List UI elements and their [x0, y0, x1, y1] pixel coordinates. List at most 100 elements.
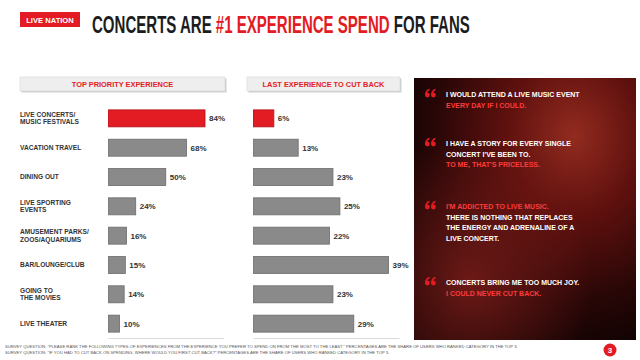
data-label: 25% [344, 202, 360, 211]
bar [108, 227, 126, 244]
data-label: 24% [140, 202, 156, 211]
bar [253, 256, 389, 273]
y-tick: BAR/LOUNGE/CLUB [20, 261, 85, 268]
label-line: LIVE THEATER [20, 320, 67, 327]
label-line: DINING OUT [20, 173, 59, 180]
title-part: FOR FANS [390, 11, 470, 37]
chart: TOP PRIORITY EXPERIENCE84%68%50%24%16%15… [20, 77, 227, 339]
bar [108, 139, 187, 156]
chart-title: TOP PRIORITY EXPERIENCE [72, 80, 174, 89]
quote-icon-tail [425, 138, 430, 144]
quote-line: I WOULD ATTEND A LIVE MUSIC EVENT [446, 91, 580, 98]
background [0, 0, 640, 360]
y-tick: LIVE THEATER [20, 320, 67, 327]
bar [253, 198, 340, 215]
bar [253, 110, 274, 127]
header-box [20, 77, 225, 91]
data-label: 15% [129, 261, 145, 270]
data-label: 29% [358, 320, 374, 329]
quote-icon-tail [425, 277, 430, 283]
quote-icon-tail [431, 277, 436, 283]
title-part: #1 EXPERIENCE SPEND [216, 11, 390, 37]
label-line: EVENTS [20, 206, 47, 213]
quote-panel: I WOULD ATTEND A LIVE MUSIC EVENT EVERY D… [414, 78, 636, 340]
data-labels: 84%68%50%24%16%15%14%10% [124, 114, 225, 328]
bar [108, 256, 125, 273]
bar [253, 227, 329, 244]
chart: LAST EXPERIENCE TO CUT BACK6%13%23%25%22… [247, 77, 409, 339]
data-label: 13% [302, 144, 318, 153]
page-number-badge [604, 344, 617, 357]
y-tick: LIVE SPORTINGEVENTS [20, 199, 71, 213]
y-tick-label: LIVE SPORTINGEVENTS [20, 199, 71, 213]
logo: LIVE NATION [26, 16, 74, 25]
y-tick: AMUSEMENT PARKS/ZOOS/AQUARIUMS [20, 228, 89, 243]
x-axis-line [109, 338, 225, 339]
quote-icon-tail [431, 138, 436, 144]
panel-overlay [414, 78, 636, 340]
bar [108, 198, 136, 215]
data-label: 50% [170, 173, 186, 182]
x-axis-line [254, 338, 400, 339]
footnote: SURVEY QUESTION: "PLEASE RANK THE FOLLOW… [5, 344, 518, 349]
panel-photo [414, 78, 636, 340]
x-axis [254, 338, 400, 339]
data-label: 23% [337, 290, 353, 299]
label-line: THE MOVIES [20, 294, 61, 301]
y-tick-label: AMUSEMENT PARKS/ZOOS/AQUARIUMS [20, 228, 89, 243]
data-label: 14% [128, 290, 144, 299]
y-tick: GOING TOTHE MOVIES [20, 287, 61, 301]
label-line: VACATION TRAVEL [20, 144, 81, 151]
quote-line: I HAVE A STORY FOR EVERY SINGLE [446, 140, 571, 147]
page-title: CONCERTS ARE #1 EXPERIENCE SPEND FOR FAN… [92, 11, 470, 37]
quote-line: I COULD NEVER CUT BACK. [446, 290, 541, 297]
quote-line: CONCERTS BRING ME TOO MUCH JOY. [446, 279, 579, 286]
quote-line: TO ME, THAT'S PRICELESS. [446, 161, 540, 169]
bars [253, 110, 389, 332]
y-axis: LIVE CONCERTS/MUSIC FESTIVALS VACATION TR… [20, 111, 89, 327]
x-axis [109, 338, 225, 339]
y-tick: LIVE CONCERTS/MUSIC FESTIVALS [20, 111, 79, 125]
title-part: CONCERTS ARE [92, 11, 216, 37]
data-label: 23% [337, 173, 353, 182]
header-box [247, 77, 400, 91]
quote-icon-tail [431, 201, 436, 207]
page: LIVE NATION CONCERTS ARE #1 EXPERIENCE SP… [0, 0, 640, 360]
label-line: BAR/LOUNGE/CLUB [20, 261, 85, 268]
quote-line: EVERY DAY IF I COULD. [446, 102, 526, 109]
quote-icon-tail [431, 89, 436, 95]
quote-icon-tail [425, 201, 430, 207]
quote: I'M ADDICTED TO LIVE MUSIC.THERE IS NOTH… [425, 201, 574, 242]
bar [253, 315, 354, 332]
label-line: LIVE SPORTING [20, 199, 71, 206]
bar [253, 169, 333, 186]
quote-line: THERE IS NOTHING THAT REPLACES [446, 214, 573, 221]
y-tick-label: DINING OUT [20, 173, 59, 180]
logo-box [20, 12, 80, 27]
bar [253, 286, 333, 303]
quote: I WOULD ATTEND A LIVE MUSIC EVENT EVERY D… [425, 89, 580, 109]
bar [108, 315, 120, 332]
label-line: GOING TO [20, 287, 53, 294]
data-label: 68% [191, 144, 207, 153]
y-tick-label: VACATION TRAVEL [20, 144, 81, 151]
data-label: 10% [124, 320, 140, 329]
panel-glow [414, 78, 636, 340]
quote: I HAVE A STORY FOR EVERY SINGLE CONCERT I… [425, 138, 571, 169]
footnote: SURVEY QUESTION: "IF YOU HAD TO CUT BACK… [5, 350, 389, 355]
data-label: 39% [393, 261, 409, 270]
quote-line: LIVE CONCERT. [446, 235, 499, 242]
y-tick-label: GOING TOTHE MOVIES [20, 287, 61, 301]
data-label: 6% [278, 114, 290, 123]
y-tick-label: BAR/LOUNGE/CLUB [20, 261, 85, 268]
quote-line: CONCERT I'VE BEEN TO. [446, 151, 530, 158]
page-number: 3 [608, 346, 613, 355]
bar [108, 286, 124, 303]
label-line: ZOOS/AQUARIUMS [20, 236, 82, 244]
quote-icon-tail [425, 89, 430, 95]
label-line: MUSIC FESTIVALS [20, 118, 79, 125]
quote: CONCERTS BRING ME TOO MUCH JOY. I COULD N… [425, 277, 579, 297]
y-tick-label: LIVE CONCERTS/MUSIC FESTIVALS [20, 111, 79, 125]
quote-line: THE ENERGY AND ADRENALINE OF A [446, 224, 574, 231]
data-label: 84% [209, 114, 225, 123]
